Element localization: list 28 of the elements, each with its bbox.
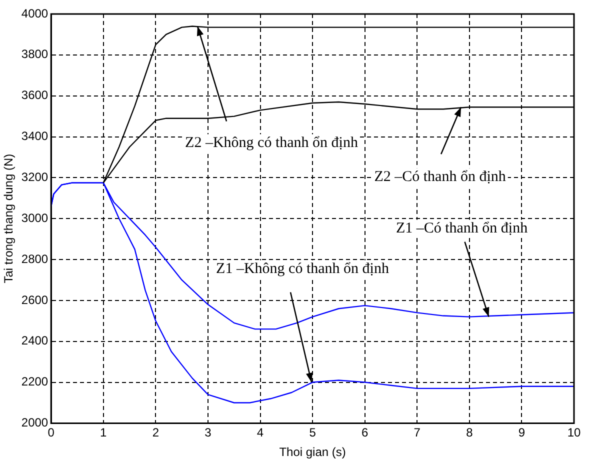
x-tick-label: 1 — [100, 426, 108, 440]
x-tick-label: 7 — [414, 426, 421, 440]
x-tick-label: 8 — [466, 426, 474, 440]
x-tick-label: 10 — [567, 426, 581, 440]
x-tick-label: 3 — [204, 426, 212, 440]
y-tick-label: 4000 — [21, 6, 48, 20]
annotation: Z2 –Có thanh ổn định — [374, 169, 506, 186]
y-tick-label: 2600 — [21, 292, 48, 307]
x-tick-label: 4 — [256, 426, 264, 440]
y-tick-label: 3000 — [21, 210, 48, 225]
y-tick-label: 2400 — [21, 334, 48, 348]
annotation: Z1 –Có thanh ổn định — [396, 220, 528, 237]
x-tick-label: 2 — [152, 426, 160, 440]
y-tick-label: 3400 — [21, 129, 48, 144]
y-tick-label: 3600 — [21, 88, 48, 102]
x-tick-label: 0 — [48, 426, 55, 440]
annotation: Z1 –Không có thanh ổn định — [216, 261, 390, 278]
x-tick-label: 6 — [361, 426, 368, 440]
y-axis-title: Tai trong thang dung (N) — [2, 154, 16, 284]
x-tick-label: 5 — [309, 426, 316, 440]
annotation: Z2 –Không có thanh ổn định — [185, 135, 358, 152]
x-tick-label: 9 — [518, 426, 526, 440]
y-tick-label: 3800 — [21, 47, 48, 62]
y-tick-label: 2800 — [21, 252, 48, 266]
y-tick-label: 2000 — [21, 416, 48, 430]
y-tick-label: 2200 — [21, 374, 48, 389]
x-axis-title: Thoi gian (s) — [279, 445, 346, 460]
y-tick-label: 3200 — [21, 170, 48, 184]
